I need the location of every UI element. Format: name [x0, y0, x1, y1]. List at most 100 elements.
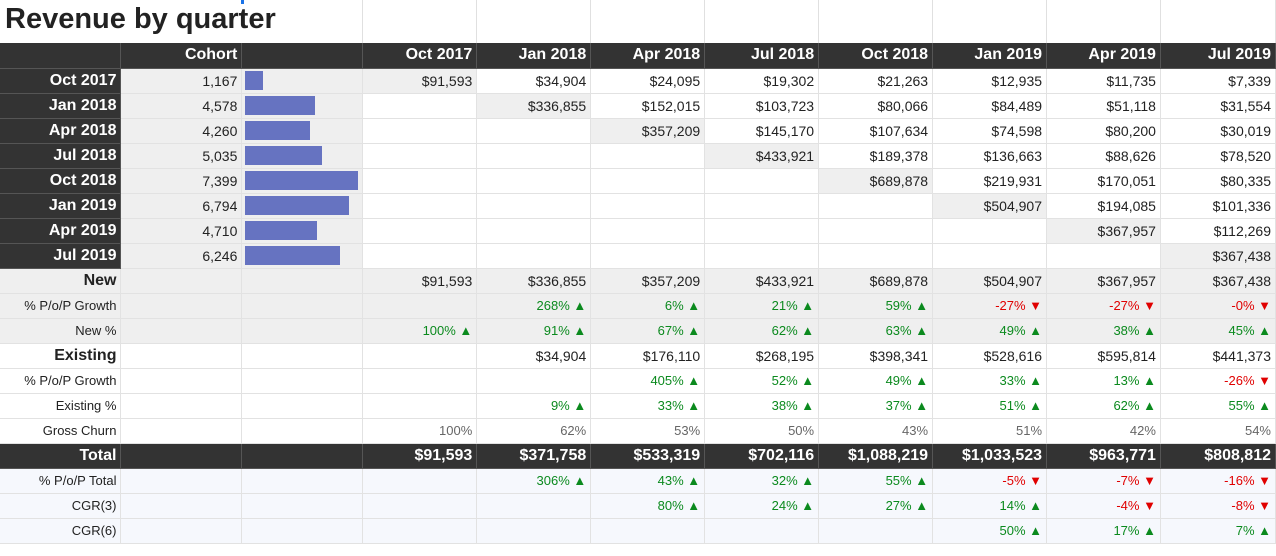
revenue-cell[interactable]: [362, 143, 478, 169]
summary-value-cell[interactable]: $268,195: [704, 343, 820, 369]
summary-value-cell[interactable]: 268% ▲: [476, 293, 592, 319]
revenue-cell[interactable]: $189,378: [818, 143, 934, 169]
summary-value-cell[interactable]: 33% ▲: [932, 368, 1048, 394]
header-cohort-cell[interactable]: Cohort: [120, 43, 243, 69]
summary-value-cell[interactable]: -27% ▼: [1046, 293, 1161, 319]
revenue-cell[interactable]: $84,489: [932, 93, 1048, 119]
cohort-label-cell[interactable]: Jan 2018: [0, 93, 122, 119]
summary-value-cell[interactable]: 62%: [476, 418, 592, 444]
header-period-cell[interactable]: Apr 2019: [1046, 43, 1161, 69]
summary-value-cell[interactable]: $371,758: [476, 443, 592, 469]
revenue-cell[interactable]: [590, 143, 706, 169]
cohort-count-cell[interactable]: 6,794: [120, 193, 243, 219]
revenue-cell[interactable]: $19,302: [704, 68, 820, 94]
summary-value-cell[interactable]: 67% ▲: [590, 318, 706, 344]
summary-value-cell[interactable]: 62% ▲: [1046, 393, 1161, 419]
summary-value-cell[interactable]: 32% ▲: [704, 468, 820, 494]
summary-value-cell[interactable]: 405% ▲: [590, 368, 706, 394]
summary-value-cell[interactable]: 80% ▲: [590, 493, 706, 519]
summary-count-cell[interactable]: [120, 518, 243, 544]
summary-value-cell[interactable]: $595,814: [1046, 343, 1161, 369]
summary-value-cell[interactable]: [476, 493, 592, 519]
summary-value-cell[interactable]: 45% ▲: [1160, 318, 1276, 344]
summary-value-cell[interactable]: 91% ▲: [476, 318, 592, 344]
summary-label-cell[interactable]: Existing: [0, 343, 122, 369]
revenue-cell[interactable]: [362, 168, 478, 194]
summary-value-cell[interactable]: -26% ▼: [1160, 368, 1276, 394]
summary-value-cell[interactable]: $1,088,219: [818, 443, 934, 469]
summary-value-cell[interactable]: -16% ▼: [1160, 468, 1276, 494]
summary-value-cell[interactable]: $433,921: [704, 268, 820, 294]
summary-value-cell[interactable]: [818, 518, 934, 544]
revenue-cell[interactable]: $88,626: [1046, 143, 1161, 169]
revenue-cell[interactable]: [704, 193, 820, 219]
summary-value-cell[interactable]: 24% ▲: [704, 493, 820, 519]
revenue-cell[interactable]: $112,269: [1160, 218, 1276, 244]
summary-value-cell[interactable]: 7% ▲: [1160, 518, 1276, 544]
summary-value-cell[interactable]: $398,341: [818, 343, 934, 369]
summary-bar-cell[interactable]: [241, 268, 364, 294]
summary-value-cell[interactable]: -8% ▼: [1160, 493, 1276, 519]
revenue-cell[interactable]: [590, 218, 706, 244]
summary-value-cell[interactable]: $533,319: [590, 443, 706, 469]
cohort-count-cell[interactable]: 5,035: [120, 143, 243, 169]
revenue-cell[interactable]: [362, 193, 478, 219]
revenue-cell[interactable]: [476, 243, 592, 269]
summary-value-cell[interactable]: $176,110: [590, 343, 706, 369]
summary-value-cell[interactable]: 14% ▲: [932, 493, 1048, 519]
revenue-cell[interactable]: [704, 243, 820, 269]
summary-value-cell[interactable]: -27% ▼: [932, 293, 1048, 319]
summary-bar-cell[interactable]: [241, 418, 364, 444]
revenue-cell[interactable]: [476, 218, 592, 244]
revenue-cell[interactable]: $31,554: [1160, 93, 1276, 119]
summary-value-cell[interactable]: 55% ▲: [1160, 393, 1276, 419]
revenue-cell[interactable]: [362, 93, 478, 119]
summary-value-cell[interactable]: [704, 518, 820, 544]
summary-value-cell[interactable]: 27% ▲: [818, 493, 934, 519]
header-bar-cell[interactable]: [241, 43, 364, 69]
revenue-cell[interactable]: [704, 218, 820, 244]
summary-value-cell[interactable]: 43% ▲: [590, 468, 706, 494]
summary-label-cell[interactable]: % P/o/P Total: [0, 468, 122, 494]
summary-value-cell[interactable]: 50% ▲: [932, 518, 1048, 544]
revenue-cell[interactable]: $74,598: [932, 118, 1048, 144]
summary-value-cell[interactable]: 55% ▲: [818, 468, 934, 494]
revenue-cell[interactable]: $80,335: [1160, 168, 1276, 194]
cohort-label-cell[interactable]: Apr 2018: [0, 118, 122, 144]
header-period-cell[interactable]: Jan 2019: [932, 43, 1048, 69]
revenue-cell[interactable]: [590, 243, 706, 269]
cohort-bar-cell[interactable]: [241, 218, 364, 244]
summary-value-cell[interactable]: $367,438: [1160, 268, 1276, 294]
summary-bar-cell[interactable]: [241, 368, 364, 394]
summary-value-cell[interactable]: 38% ▲: [1046, 318, 1161, 344]
summary-value-cell[interactable]: $528,616: [932, 343, 1048, 369]
summary-value-cell[interactable]: 63% ▲: [818, 318, 934, 344]
summary-value-cell[interactable]: 51%: [932, 418, 1048, 444]
summary-label-cell[interactable]: CGR(6): [0, 518, 122, 544]
revenue-cell[interactable]: $152,015: [590, 93, 706, 119]
summary-value-cell[interactable]: [476, 368, 592, 394]
summary-value-cell[interactable]: [590, 518, 706, 544]
summary-bar-cell[interactable]: [241, 468, 364, 494]
revenue-cell[interactable]: $7,339: [1160, 68, 1276, 94]
summary-value-cell[interactable]: [362, 293, 478, 319]
revenue-cell[interactable]: $367,438: [1160, 243, 1276, 269]
revenue-cell[interactable]: $219,931: [932, 168, 1048, 194]
header-period-cell[interactable]: Oct 2017: [362, 43, 478, 69]
cohort-bar-cell[interactable]: [241, 68, 364, 94]
summary-value-cell[interactable]: 42%: [1046, 418, 1161, 444]
revenue-cell[interactable]: $101,336: [1160, 193, 1276, 219]
summary-value-cell[interactable]: 6% ▲: [590, 293, 706, 319]
header-period-cell[interactable]: Jul 2018: [704, 43, 820, 69]
summary-count-cell[interactable]: [120, 268, 243, 294]
summary-value-cell[interactable]: 13% ▲: [1046, 368, 1161, 394]
cohort-count-cell[interactable]: 4,578: [120, 93, 243, 119]
revenue-cell[interactable]: $194,085: [1046, 193, 1161, 219]
revenue-cell[interactable]: [476, 193, 592, 219]
revenue-cell[interactable]: [818, 243, 934, 269]
revenue-cell[interactable]: $80,066: [818, 93, 934, 119]
summary-count-cell[interactable]: [120, 343, 243, 369]
summary-label-cell[interactable]: Total: [0, 443, 122, 469]
revenue-cell[interactable]: [362, 218, 478, 244]
summary-bar-cell[interactable]: [241, 393, 364, 419]
